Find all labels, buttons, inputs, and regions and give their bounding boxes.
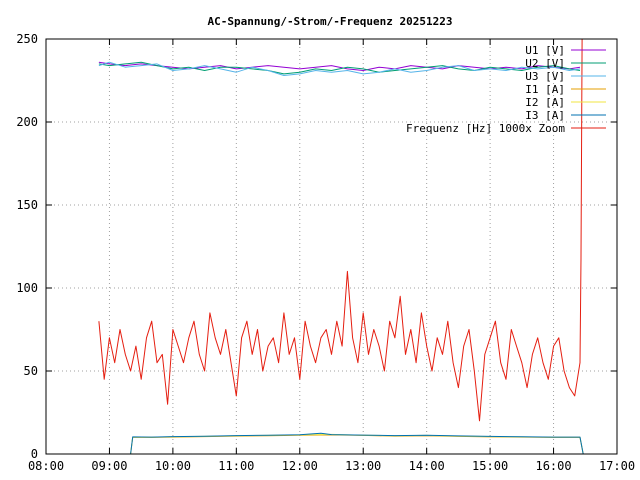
series-line-0 xyxy=(98,61,581,71)
x-tick-label: 12:00 xyxy=(282,459,318,473)
series-line-5 xyxy=(130,432,584,455)
series-line-3 xyxy=(130,434,584,455)
legend-label-5: I3 [A] xyxy=(525,109,565,122)
y-tick-label: 0 xyxy=(31,447,38,461)
legend-label-1: U2 [V] xyxy=(525,57,565,70)
x-tick-label: 11:00 xyxy=(218,459,254,473)
legend-label-3: I1 [A] xyxy=(525,83,565,96)
x-tick-label: 09:00 xyxy=(91,459,127,473)
x-tick-label: 16:00 xyxy=(535,459,571,473)
x-tick-label: 15:00 xyxy=(472,459,508,473)
y-tick-label: 50 xyxy=(24,364,38,378)
series-group xyxy=(98,38,584,455)
y-tick-label: 100 xyxy=(16,281,38,295)
legend-label-2: U3 [V] xyxy=(525,70,565,83)
x-tick-label: 13:00 xyxy=(345,459,381,473)
series-line-2 xyxy=(98,61,581,76)
y-tick-label: 250 xyxy=(16,32,38,46)
series-line-6 xyxy=(98,38,583,422)
series-line-1 xyxy=(98,61,581,75)
legend-label-4: I2 [A] xyxy=(525,96,565,109)
x-tick-label: 08:00 xyxy=(28,459,64,473)
chart-title: AC-Spannung/-Strom/-Frequenz 20251223 xyxy=(207,15,452,28)
x-tick-label: 10:00 xyxy=(155,459,191,473)
plot-frame xyxy=(45,38,618,455)
y-tick-label: 200 xyxy=(16,115,38,129)
legend: U1 [V]U2 [V]U3 [V]I1 [A]I2 [A]I3 [A]Freq… xyxy=(406,44,606,135)
axis-ticks: 08:00 09:00 10:00 11:00 12:00 13:00 14:00 15:00… xyxy=(16,32,635,473)
x-tick-label: 17:00 xyxy=(599,459,635,473)
x-tick-label: 14:00 xyxy=(409,459,445,473)
y-tick-label: 150 xyxy=(16,198,38,212)
legend-label-6: Frequenz [Hz] 1000x Zoom xyxy=(406,122,565,135)
legend-label-0: U1 [V] xyxy=(525,44,565,57)
